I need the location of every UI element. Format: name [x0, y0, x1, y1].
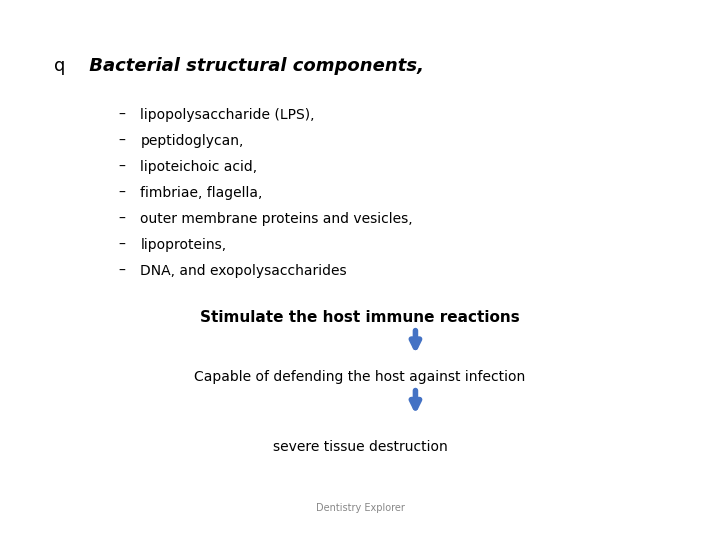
Text: outer membrane proteins and vesicles,: outer membrane proteins and vesicles, [140, 212, 413, 226]
Text: fimbriae, flagella,: fimbriae, flagella, [140, 186, 263, 200]
Text: q: q [54, 57, 66, 75]
Text: Stimulate the host immune reactions: Stimulate the host immune reactions [200, 310, 520, 326]
Text: –: – [119, 212, 126, 226]
Text: Bacterial structural components,: Bacterial structural components, [83, 57, 424, 75]
Text: –: – [119, 108, 126, 122]
Text: lipoteichoic acid,: lipoteichoic acid, [140, 160, 258, 174]
Text: lipopolysaccharide (LPS),: lipopolysaccharide (LPS), [140, 108, 315, 122]
Text: –: – [119, 160, 126, 174]
Text: severe tissue destruction: severe tissue destruction [273, 440, 447, 454]
Text: lipoproteins,: lipoproteins, [140, 238, 227, 252]
Text: –: – [119, 264, 126, 278]
Text: peptidoglycan,: peptidoglycan, [140, 134, 244, 148]
Text: –: – [119, 134, 126, 148]
Text: –: – [119, 238, 126, 252]
Text: Dentistry Explorer: Dentistry Explorer [315, 503, 405, 513]
Text: Capable of defending the host against infection: Capable of defending the host against in… [194, 370, 526, 384]
Text: –: – [119, 186, 126, 200]
Text: DNA, and exopolysaccharides: DNA, and exopolysaccharides [140, 264, 347, 278]
